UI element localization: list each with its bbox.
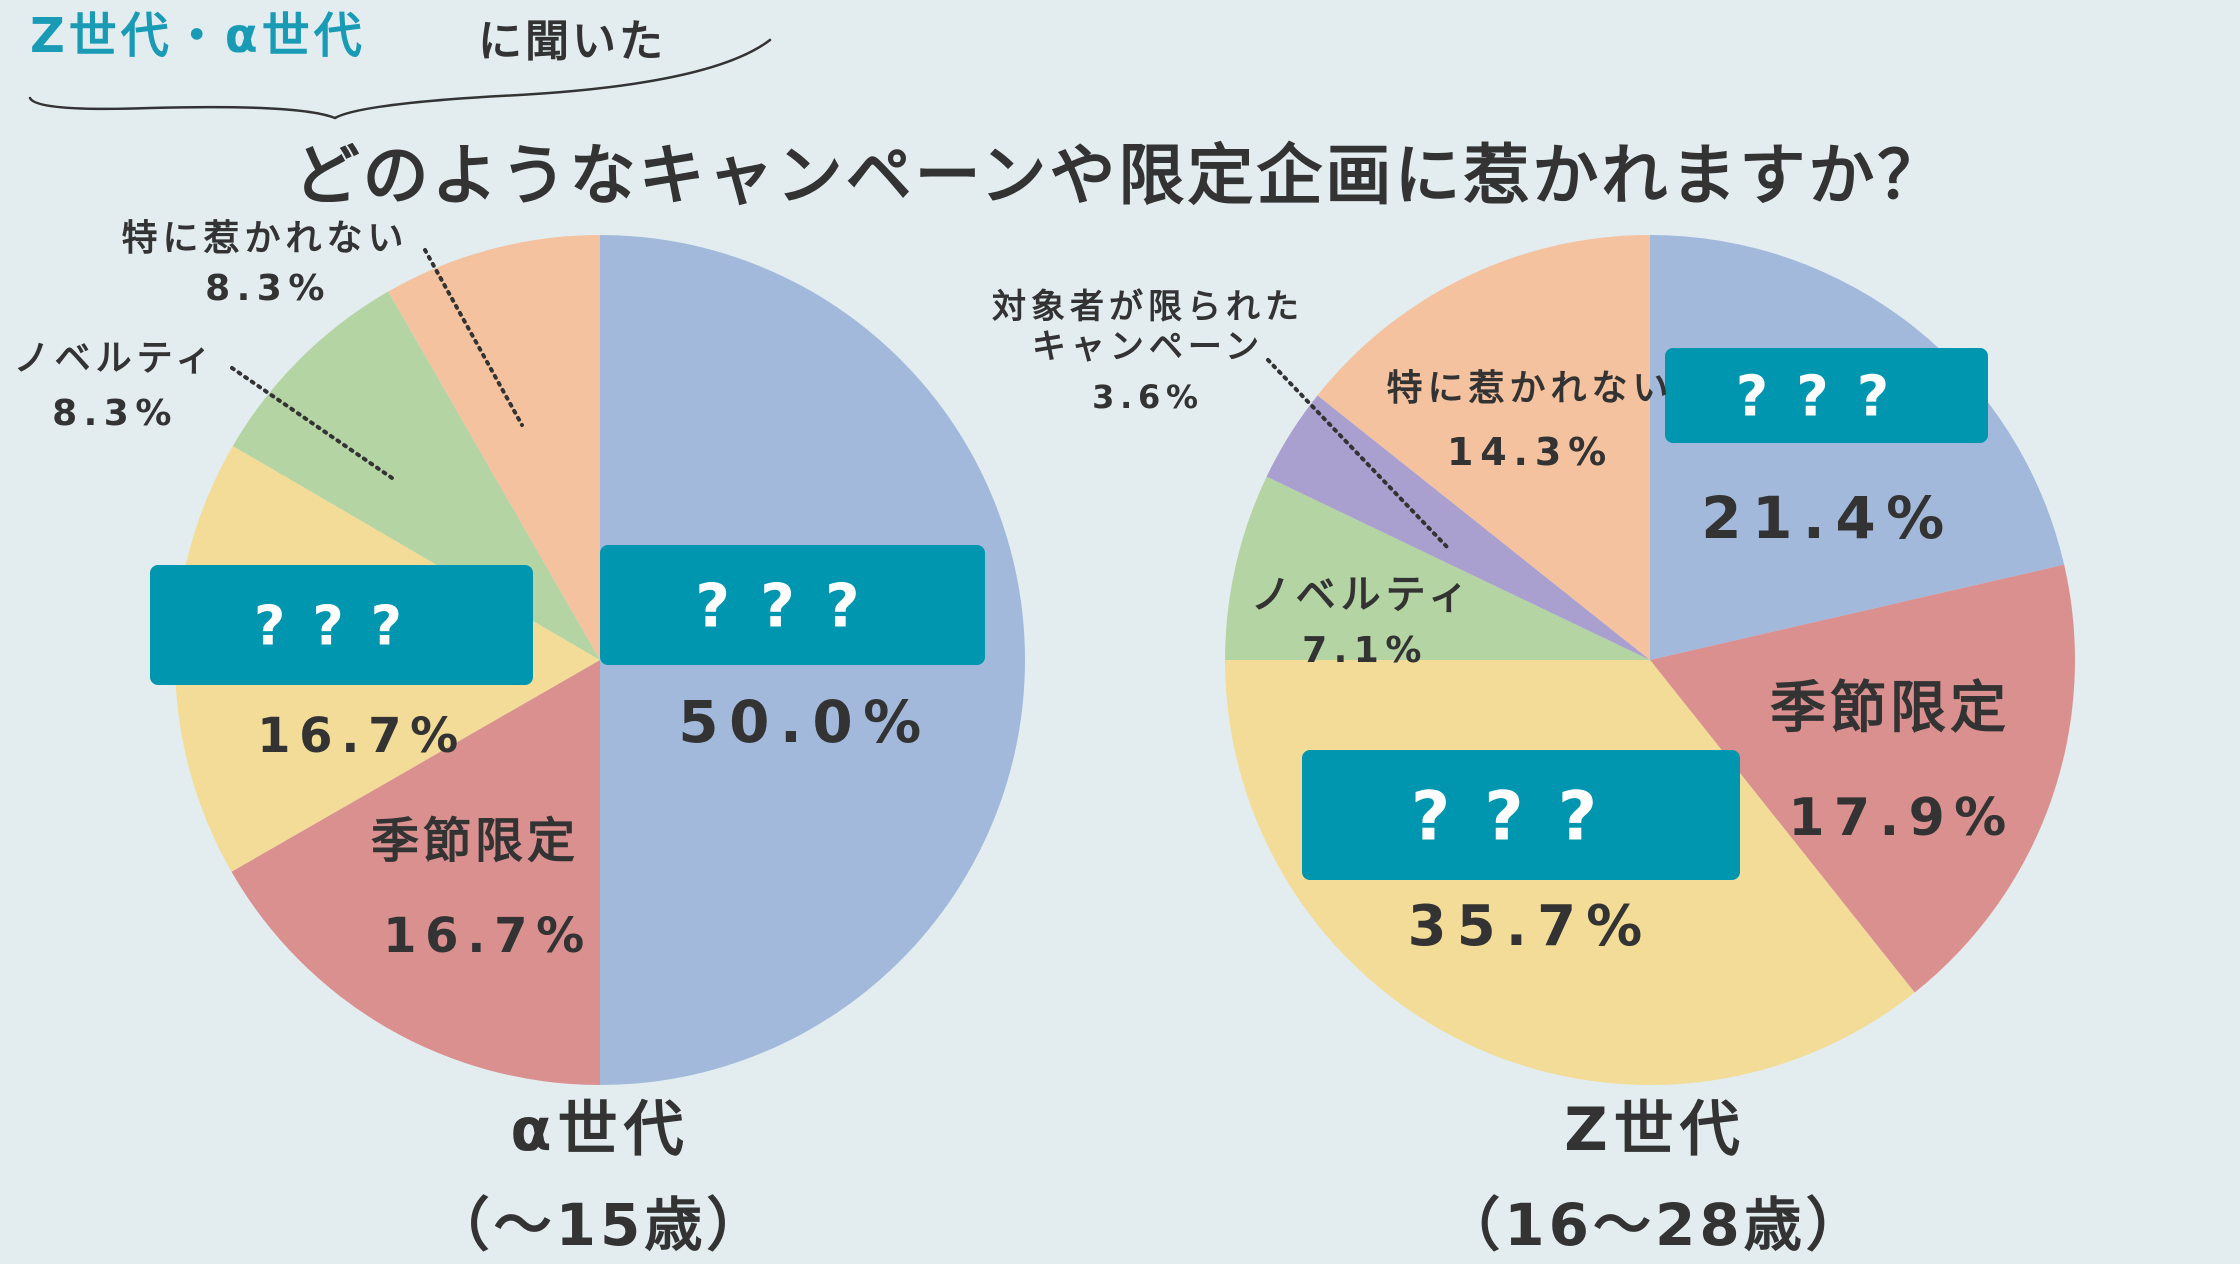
slice-label-1-4-line-1: キャンペーン [1032,327,1264,367]
slice-value-0-1: 16.7% [383,908,593,964]
chart-z-generation: ??? 21.4% 季節限定 17.9%??? 35.7% ノベルティ 7.1% 対象者が限ら… [992,235,2075,1086]
slice-label-1-3: ノベルティ [1251,572,1474,618]
slice-label-1-2: ??? [1411,777,1631,856]
speech-underline [28,38,772,120]
slice-label-0-0: ??? [695,572,889,642]
masked-label-box-1-2 [1302,750,1740,880]
chart-alpha-generation: ??? 50.0% 季節限定 16.7%??? 16.7% ノベルティ 8.3% 特に惹かれな… [14,218,1025,1085]
leader-line-0-4 [423,248,524,427]
chart-z-title: Z世代 [1564,1095,1746,1165]
slice-value-1-3: 7.1% [1302,630,1428,671]
slice-label-0-4: 特に惹かれない [121,218,408,259]
slice-label-0-3: ノベルティ [14,338,217,379]
slice-value-1-5: 14.3% [1447,430,1613,474]
leader-line-0-3 [230,366,394,480]
masked-label-box-0-2 [150,565,533,685]
pie-slice-1-5 [1317,235,1650,660]
pie-slice-1-1 [1650,564,2075,993]
slice-value-1-2: 35.7% [1408,894,1653,959]
page-title: どのようなキャンペーンや限定企画に惹かれますか？ [294,137,1947,214]
slice-value-1-1: 17.9% [1788,788,2015,848]
chart-alpha-subtitle: （〜15歳） [432,1191,769,1259]
chart-z-subtitle: （16〜28歳） [1442,1191,1867,1259]
pie-slice-1-3 [1225,476,1650,660]
slice-value-1-0: 21.4% [1701,484,1954,552]
slice-label-1-0: ??? [1736,365,1917,430]
slice-label-1-4-line-0: 対象者が限られた [992,287,1304,327]
slice-value-0-3: 8.3% [52,393,178,434]
slice-label-1-1: 季節限定 [1770,676,2010,741]
pie-slice-1-4 [1266,395,1650,660]
slice-label-0-1: 季節限定 [371,813,579,869]
tag-suffix: に聞いた [478,16,666,67]
slice-label-0-2: ??? [254,594,429,657]
slice-value-0-0: 50.0% [678,688,931,756]
masked-label-box-0-0 [600,545,985,665]
chart-alpha-title: α世代 [510,1095,689,1165]
leader-line-1-4 [1266,358,1450,550]
header-tag: Z世代・α世代 に聞いた [28,8,772,120]
masked-label-box-1-0 [1665,348,1988,443]
slice-value-1-4: 3.6% [1092,378,1204,416]
slice-value-0-4: 8.3% [205,268,331,309]
pie-slice-0-1 [231,660,601,1085]
pie-slice-1-0 [1650,235,2065,660]
slice-value-0-2: 16.7% [257,708,467,764]
pie-slice-0-4 [388,235,600,660]
slice-label-1-5: 特に惹かれない [1386,368,1673,409]
tag-highlight: Z世代・α世代 [30,8,366,64]
